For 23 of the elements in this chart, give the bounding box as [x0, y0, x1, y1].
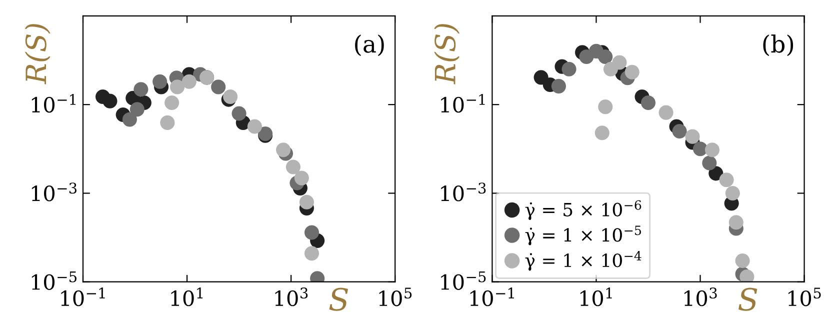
x-tick-label: 10$^{5}$ [379, 288, 412, 306]
x-tick-label: 10$^{3}$ [684, 287, 717, 306]
x-tick-label: 10$^{−1}$ [61, 287, 105, 306]
y-tick-label: 10$^{−1}$ [32, 94, 76, 113]
x-tick-label: 10$^{3}$ [275, 287, 308, 306]
x-tick-label: 10$^{1}$ [580, 287, 612, 306]
x-tick-label: 10$^{1}$ [171, 287, 203, 306]
y-axis-title: R(S) [434, 24, 460, 84]
y-tick-label: 10$^{−5}$ [32, 271, 76, 290]
annotation: (b) [763, 34, 794, 56]
x-axis-title: S [738, 288, 758, 311]
x-tick-label: 10$^{5}$ [788, 288, 821, 306]
y-axis-title: R(S) [24, 24, 50, 84]
x-axis-title: S [329, 288, 348, 311]
y-tick-label: 10$^{−3}$ [441, 182, 486, 202]
legend-label: γ̇ = 1 × 10$^{−5}$ [525, 226, 641, 246]
annotation: (a) [355, 34, 384, 56]
y-tick-label: 10$^{−1}$ [441, 94, 485, 113]
y-tick-label: 10$^{−3}$ [32, 182, 77, 202]
x-tick-label: 10$^{−1}$ [470, 287, 514, 306]
legend-label: γ̇ = 1 × 10$^{−4}$ [525, 250, 642, 271]
legend-label: γ̇ = 5 × 10$^{−6}$ [525, 200, 642, 220]
y-tick-label: 10$^{−5}$ [441, 271, 486, 290]
